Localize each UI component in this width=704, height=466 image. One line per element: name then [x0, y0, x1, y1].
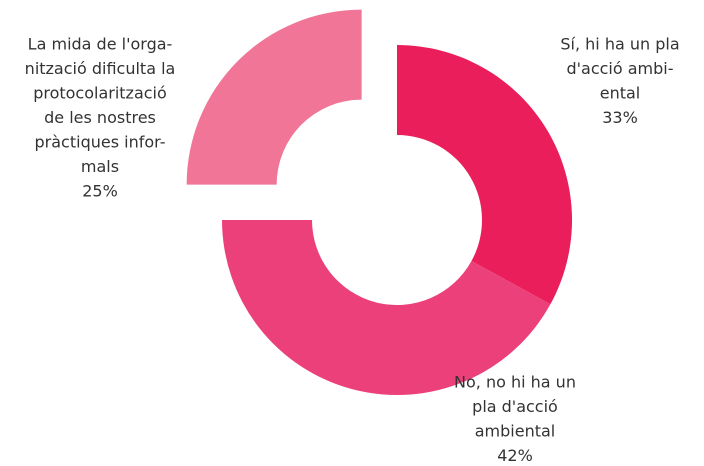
slice-label: pla d'acció	[472, 397, 558, 416]
slice-label: pràctiques infor-	[35, 133, 166, 152]
slice-value-label: 25%	[82, 182, 118, 201]
slice-label: protocolarització	[33, 84, 167, 103]
slice-label: ambiental	[475, 422, 556, 441]
donut-slice	[397, 45, 572, 305]
slice-label: de les nostres	[44, 108, 156, 127]
donut-slice	[222, 220, 551, 396]
slice-value-label: 33%	[602, 108, 638, 127]
slice-label: mals	[81, 157, 119, 176]
slice-label: No, no hi ha un	[454, 373, 576, 392]
slice-label: Sí, hi ha un pla	[560, 35, 679, 54]
slice-value-label: 42%	[497, 446, 533, 465]
slice-label: ental	[600, 84, 641, 103]
slice-label: d'acció ambi-	[566, 59, 673, 78]
slice-label: La mida de l'orga-	[28, 35, 173, 54]
donut-slice	[186, 9, 362, 185]
slice-label: nització dificulta la	[25, 59, 176, 78]
